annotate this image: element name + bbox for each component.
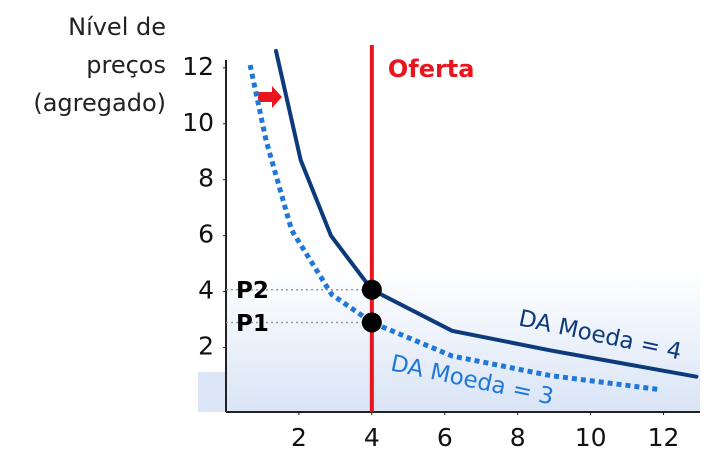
y-tick-label: 10	[182, 108, 214, 137]
y-tick-label: 6	[198, 220, 214, 249]
demand-curve	[247, 64, 661, 393]
background-shade	[198, 372, 226, 412]
y-tick-label: 8	[198, 164, 214, 193]
y-axis-label: preços	[86, 51, 166, 79]
y-tick-label: 12	[182, 52, 214, 81]
equilibrium-point	[361, 279, 382, 300]
x-tick-label: 2	[291, 423, 307, 452]
supply-label: Oferta	[388, 55, 475, 83]
y-tick-label: 2	[198, 332, 214, 361]
y-axis-label: (agregado)	[33, 89, 166, 117]
x-tick-label: 6	[437, 423, 453, 452]
y-tick-label: 4	[198, 276, 214, 305]
background-shade	[226, 270, 700, 412]
y-axis-label: Nível de	[68, 13, 166, 41]
x-tick-label: 4	[364, 423, 380, 452]
point-label: P1	[236, 311, 269, 337]
arrow-icon	[258, 86, 282, 108]
equilibrium-point	[361, 312, 382, 333]
x-tick-label: 12	[648, 423, 680, 452]
x-tick-label: 8	[510, 423, 526, 452]
point-label: P2	[236, 278, 269, 304]
x-tick-label: 10	[575, 423, 607, 452]
